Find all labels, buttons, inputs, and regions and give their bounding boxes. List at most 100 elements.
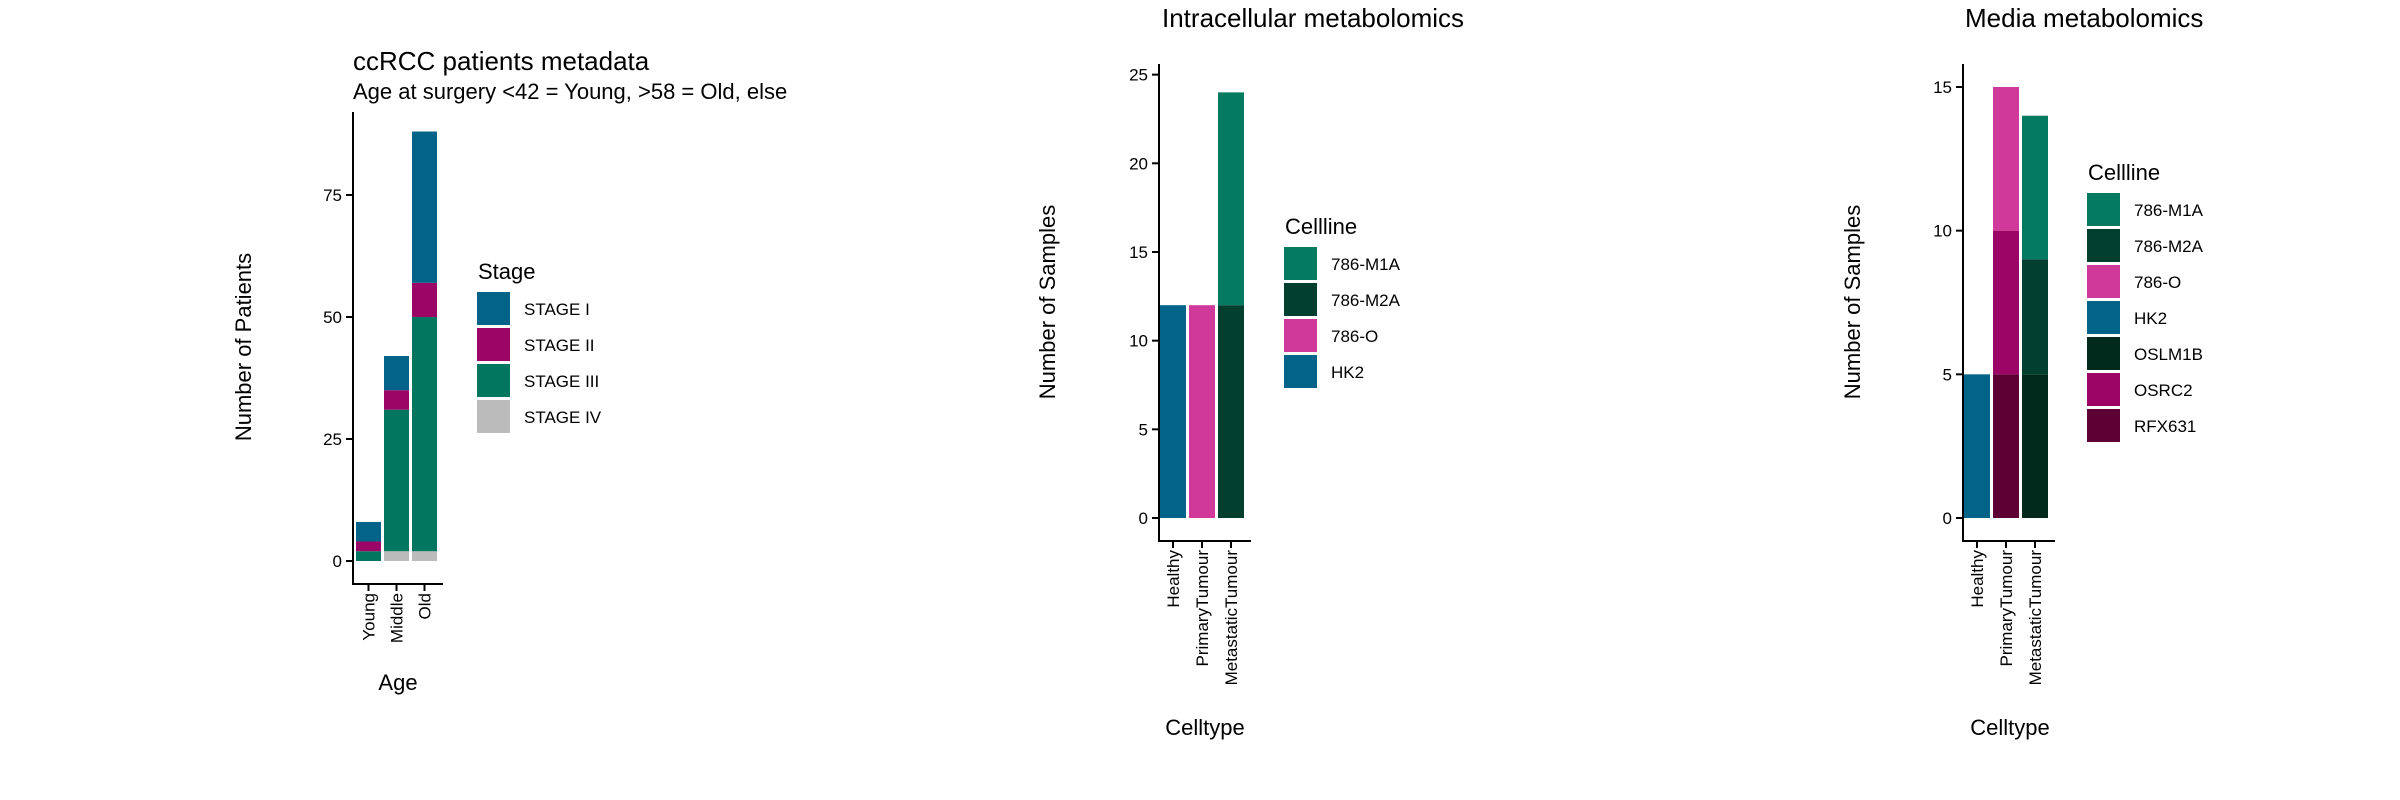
y-tick-label: 0: [1943, 509, 1952, 528]
legend-swatch-786-m2a: [2087, 229, 2120, 262]
x-tick-label-metastatictumour: MetastaticTumour: [1222, 550, 1241, 686]
x-axis-label: Age: [378, 670, 417, 695]
legend-title: Stage: [478, 259, 536, 284]
bar-metastatictumour-oslm1b: [2022, 374, 2048, 518]
y-tick-label: 5: [1943, 365, 1952, 384]
y-tick-label: 15: [1129, 243, 1148, 262]
chart-title: Intracellular metabolomics: [1162, 3, 1464, 33]
bar-metastatictumour-786-m2a: [1218, 305, 1244, 518]
y-tick-label: 5: [1139, 420, 1148, 439]
y-tick-label: 15: [1933, 78, 1952, 97]
x-tick-label-healthy: Healthy: [1164, 550, 1183, 608]
chart-subtitle: Age at surgery <42 = Young, >58 = Old, e…: [353, 79, 787, 104]
x-ticks-group: Healthy PrimaryTumour MetastaticTumour: [1968, 541, 2045, 685]
legend-items: 786-M1A 786-M2A 786-O HK2: [1284, 247, 1401, 388]
bar-young-stage-ii: [356, 541, 381, 552]
legend-label-stage-i: STAGE I: [524, 300, 590, 319]
legend-title: Cellline: [1285, 214, 1357, 239]
y-tick-label: 50: [323, 308, 342, 327]
bar-metastatictumour-786-m1a: [2022, 115, 2048, 260]
x-tick-label-old: Old: [416, 593, 435, 619]
bar-old-stage-iv: [412, 551, 437, 561]
legend-swatch-786-m1a: [2087, 193, 2120, 226]
legend-label-hk2: HK2: [1331, 363, 1364, 382]
y-axis-label: Number of Patients: [231, 253, 256, 441]
y-tick-label: 20: [1129, 154, 1148, 173]
legend-swatch-786-m1a: [1284, 247, 1317, 280]
legend-swatch-stage-i: [477, 292, 510, 325]
x-tick-label-middle: Middle: [388, 593, 407, 643]
legend-label-osrc2: OSRC2: [2134, 381, 2193, 400]
x-tick-label-healthy: Healthy: [1968, 550, 1987, 608]
bar-metastatictumour-786-m1a: [1218, 92, 1244, 306]
x-axis-label: Celltype: [1165, 715, 1244, 740]
legend-label-786-m1a: 786-M1A: [2134, 201, 2204, 220]
legend-swatch-786-o: [2087, 265, 2120, 298]
legend-label-oslm1b: OSLM1B: [2134, 345, 2203, 364]
legend-label-786-m2a: 786-M2A: [1331, 291, 1401, 310]
bar-middle-stage-i: [384, 356, 409, 391]
legend-label-stage-iii: STAGE III: [524, 372, 599, 391]
legend-swatch-osrc2: [2087, 373, 2120, 406]
y-axis-label: Number of Samples: [1035, 205, 1060, 399]
bars-group: [1964, 86, 2048, 518]
bar-old-stage-i: [412, 131, 437, 283]
chart-title: ccRCC patients metadata: [353, 46, 650, 76]
legend-swatch-hk2: [2087, 301, 2120, 334]
legend-swatch-stage-iv: [477, 400, 510, 433]
bar-old-stage-ii: [412, 282, 437, 317]
bars-group: [356, 131, 437, 561]
chart-patients: ccRCC patients metadata Age at surgery <…: [231, 46, 787, 695]
y-tick-label: 10: [1129, 332, 1148, 351]
bar-middle-stage-iv: [384, 551, 409, 561]
y-tick-label: 10: [1933, 222, 1952, 241]
legend-label-786-m2a: 786-M2A: [2134, 237, 2204, 256]
bar-healthy-hk2: [1160, 305, 1186, 518]
bar-primarytumour-rfx631: [1993, 374, 2019, 518]
legend-swatch-786-m2a: [1284, 283, 1317, 316]
x-ticks-group: Young Middle Old: [360, 584, 435, 643]
legend-title: Cellline: [2088, 160, 2160, 185]
y-tick-label: 25: [323, 430, 342, 449]
x-axis-label: Celltype: [1970, 715, 2049, 740]
legend-label-786-o: 786-O: [2134, 273, 2181, 292]
y-tick-label: 75: [323, 186, 342, 205]
bar-old-stage-iii: [412, 316, 437, 552]
legend-label-rfx631: RFX631: [2134, 417, 2196, 436]
legend-swatch-stage-iii: [477, 364, 510, 397]
legend-swatch-786-o: [1284, 319, 1317, 352]
bar-primarytumour-786-o: [1189, 305, 1215, 518]
x-tick-label-metastatictumour: MetastaticTumour: [2026, 550, 2045, 686]
bar-young-stage-i: [356, 521, 381, 542]
legend-label-stage-iv: STAGE IV: [524, 408, 602, 427]
y-tick-label: 0: [333, 552, 342, 571]
bar-middle-stage-ii: [384, 390, 409, 410]
legend-label-786-m1a: 786-M1A: [1331, 255, 1401, 274]
y-tick-label: 0: [1139, 509, 1148, 528]
bar-young-stage-iii: [356, 551, 381, 561]
legend-items: STAGE I STAGE II STAGE III STAGE IV: [477, 292, 602, 433]
x-tick-label-young: Young: [360, 593, 379, 641]
legend-swatch-oslm1b: [2087, 337, 2120, 370]
legend-label-hk2: HK2: [2134, 309, 2167, 328]
x-ticks-group: Healthy PrimaryTumour MetastaticTumour: [1164, 541, 1241, 685]
chart-intracellular: Intracellular metabolomics Number of Sam…: [1035, 3, 1464, 740]
y-axis-label: Number of Samples: [1840, 205, 1865, 399]
bar-middle-stage-iii: [384, 409, 409, 552]
y-ticks-group: 0 5 10 15 20 25: [1129, 66, 1159, 528]
x-tick-label-primarytumour: PrimaryTumour: [1193, 550, 1212, 667]
bar-primarytumour-osrc2: [1993, 230, 2019, 375]
y-tick-label: 25: [1129, 66, 1148, 85]
bars-group: [1160, 92, 1244, 518]
chart-media: Media metabolomics Number of Samples Cel…: [1840, 3, 2204, 740]
legend-label-786-o: 786-O: [1331, 327, 1378, 346]
legend-swatch-hk2: [1284, 355, 1317, 388]
bar-metastatictumour-786-m2a: [2022, 259, 2048, 375]
legend-swatch-rfx631: [2087, 409, 2120, 442]
y-ticks-group: 0 25 50 75: [323, 186, 353, 571]
y-ticks-group: 0 5 10 15: [1933, 78, 1963, 528]
legend-swatch-stage-ii: [477, 328, 510, 361]
bar-primarytumour-786-o: [1993, 86, 2019, 231]
chart-title: Media metabolomics: [1965, 3, 2203, 33]
